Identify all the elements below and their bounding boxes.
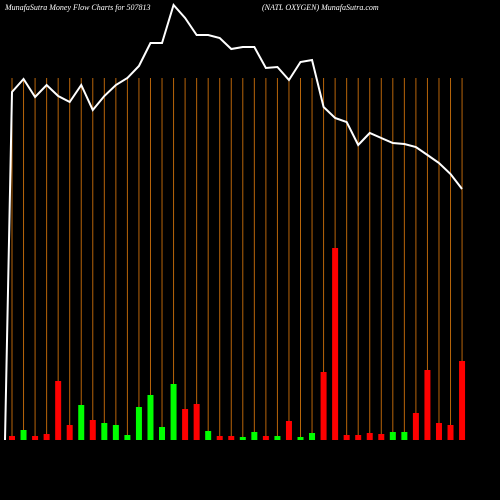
bar	[112, 425, 119, 440]
bar	[459, 361, 466, 440]
bar	[412, 413, 419, 440]
bar	[124, 435, 131, 440]
bar	[66, 425, 73, 440]
bar	[274, 436, 281, 440]
bar	[262, 436, 269, 440]
bar	[424, 370, 431, 440]
bar	[205, 431, 212, 440]
bar	[32, 436, 39, 440]
bar	[101, 423, 108, 440]
bar	[216, 436, 223, 440]
bar	[239, 437, 246, 440]
chart-subtitle: (NATL OXYGEN) MunafaSutra.com	[262, 3, 379, 12]
bar	[297, 437, 304, 440]
bar	[343, 435, 350, 440]
bar	[285, 421, 292, 440]
bar	[332, 248, 339, 440]
bar	[378, 434, 385, 440]
bar	[389, 432, 396, 440]
bar	[228, 436, 235, 440]
money-flow-line	[4, 3, 463, 441]
chart-title: MunafaSutra Money Flow Charts for 507813	[4, 3, 151, 12]
bar	[9, 436, 15, 440]
bar	[182, 409, 189, 440]
bar	[435, 423, 442, 440]
bar	[251, 432, 258, 440]
bar	[320, 372, 327, 440]
bar	[366, 433, 373, 440]
bar	[355, 435, 362, 440]
bar	[309, 433, 316, 440]
bar	[447, 425, 454, 440]
bar	[43, 434, 50, 440]
bar	[170, 384, 177, 440]
bar	[147, 395, 154, 440]
bar	[193, 404, 200, 440]
bar	[55, 381, 62, 440]
bar	[135, 407, 142, 440]
bar	[89, 420, 96, 440]
bar	[401, 432, 408, 440]
bar	[20, 430, 27, 440]
bar	[78, 405, 85, 440]
bar	[159, 427, 166, 440]
